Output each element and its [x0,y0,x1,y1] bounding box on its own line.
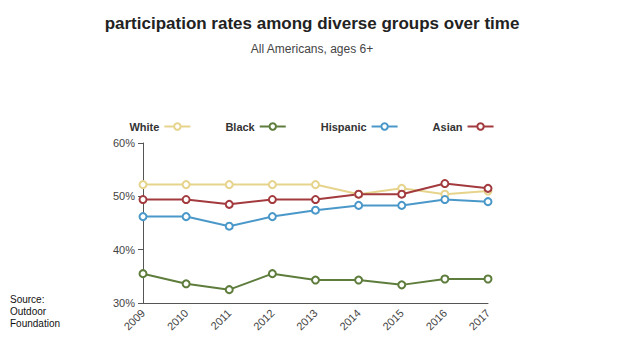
svg-text:Source:: Source: [10,294,44,305]
svg-text:Asian: Asian [433,121,463,133]
svg-text:30%: 30% [113,297,135,309]
svg-text:2010: 2010 [165,307,191,333]
svg-text:Hispanic: Hispanic [321,121,367,133]
svg-text:2013: 2013 [294,307,320,333]
svg-text:White: White [129,121,159,133]
svg-text:40%: 40% [113,244,135,256]
svg-text:2011: 2011 [208,307,233,332]
svg-text:participation rates among dive: participation rates among diverse groups… [105,14,520,33]
svg-text:2016: 2016 [423,307,449,333]
svg-text:2017: 2017 [466,307,492,333]
svg-text:2015: 2015 [380,307,406,333]
svg-text:2014: 2014 [337,307,363,333]
svg-text:All Americans, ages 6+: All Americans, ages 6+ [251,42,373,56]
svg-text:50%: 50% [113,190,135,202]
svg-text:Foundation: Foundation [10,318,60,329]
svg-text:60%: 60% [113,137,135,149]
svg-text:Black: Black [225,121,255,133]
svg-text:2009: 2009 [121,307,147,333]
svg-text:2012: 2012 [251,307,277,333]
svg-text:Outdoor: Outdoor [10,306,47,317]
